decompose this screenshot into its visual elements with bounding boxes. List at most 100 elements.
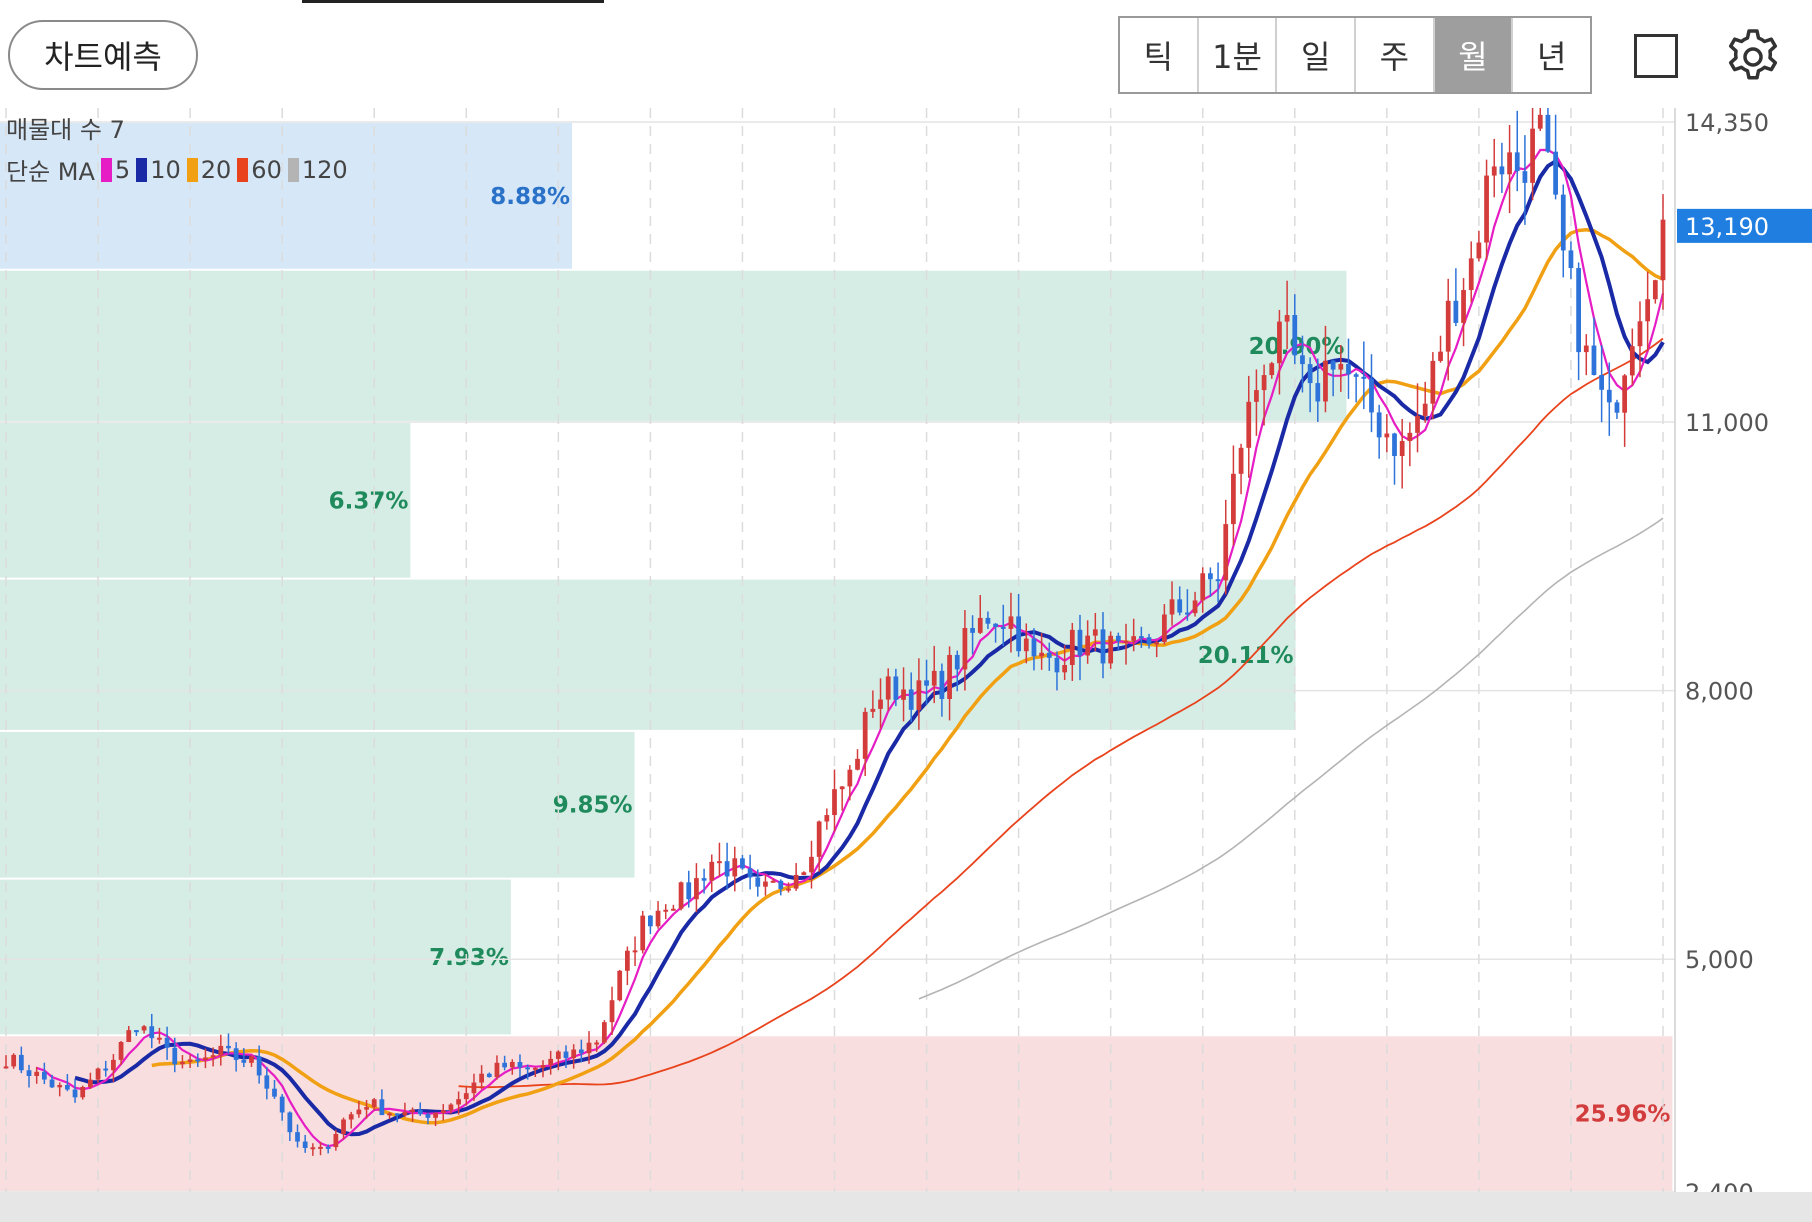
candle-body-125: [962, 627, 968, 670]
x-axis-bar: [0, 1192, 1812, 1222]
candle-body-97: [747, 868, 753, 878]
square-icon[interactable]: [1634, 34, 1678, 78]
price-profile-band-4: [0, 731, 635, 878]
y-tick-label-0: 14,350: [1685, 109, 1769, 137]
candle-body-131: [1008, 616, 1014, 629]
candle-body-38: [295, 1132, 300, 1142]
candle-body-179: [1376, 412, 1382, 438]
candle-body-10: [80, 1087, 86, 1098]
candle-body-160: [1231, 473, 1236, 525]
candle-body-139: [1069, 629, 1075, 666]
candle-body-96: [740, 858, 745, 869]
candle-body-69: [532, 1067, 538, 1070]
candle-body-196: [1507, 152, 1512, 175]
candle-body-201: [1545, 114, 1551, 152]
candle-body-173: [1330, 360, 1336, 370]
candle-body-72: [555, 1051, 561, 1059]
price-profile-label-0: 8.88%: [490, 184, 570, 210]
candle-body-162: [1246, 401, 1252, 448]
candle-body-23: [180, 1061, 185, 1065]
price-chart[interactable]: 8.88%20.90%6.37%20.11%9.85%7.93%25.96%14…: [0, 108, 1812, 1192]
candle-body-147: [1131, 636, 1137, 641]
candle-body-41: [318, 1146, 323, 1149]
candle-body-169: [1300, 355, 1305, 365]
candle-body-155: [1192, 600, 1198, 614]
candle-body-15: [118, 1041, 124, 1060]
price-profile-label-2: 6.37%: [329, 488, 409, 514]
candle-body-167: [1284, 315, 1290, 322]
price-profile-band-2: [0, 422, 411, 578]
candle-body-118: [908, 689, 914, 710]
candle-body-76: [586, 1042, 592, 1054]
ma-line-10: [74, 158, 1665, 1137]
candle-body-45: [348, 1114, 354, 1120]
candle-body-137: [1054, 657, 1060, 673]
candle-body-170: [1307, 364, 1313, 384]
candle-body-18: [141, 1026, 147, 1031]
chart-predict-button[interactable]: 차트예측: [8, 20, 198, 90]
candle-body-186: [1430, 360, 1436, 404]
period-tab-0[interactable]: 틱: [1120, 18, 1199, 92]
candle-body-5: [41, 1071, 47, 1080]
candle-body-163: [1254, 390, 1259, 402]
candle-body-215: [1652, 280, 1658, 300]
candle-body-37: [287, 1112, 293, 1133]
candle-body-51: [394, 1113, 400, 1116]
y-tick-label-1: 11,000: [1685, 409, 1769, 437]
candle-body-80: [617, 970, 623, 1001]
period-tab-5[interactable]: 년: [1536, 38, 1567, 76]
candle-body-151: [1161, 614, 1167, 643]
candle-body-19: [149, 1026, 155, 1039]
candle-body-136: [1046, 652, 1052, 658]
period-tab-2[interactable]: 일: [1277, 18, 1357, 92]
candle-body-29: [226, 1045, 231, 1049]
candle-body-8: [64, 1085, 70, 1090]
candle-body-113: [870, 708, 876, 712]
candle-body-150: [1154, 642, 1160, 645]
candle-body-105: [809, 856, 814, 873]
candle-body-11: [88, 1079, 93, 1088]
candle-body-181: [1392, 433, 1397, 457]
candles: [3, 108, 1666, 1156]
candle-body-166: [1277, 321, 1282, 364]
candle-body-34: [264, 1075, 270, 1089]
price-profile-label-3: 20.11%: [1198, 643, 1294, 669]
candle-body-106: [816, 821, 822, 857]
candle-body-126: [970, 627, 975, 633]
candle-body-145: [1115, 635, 1121, 642]
candle-body-94: [724, 861, 730, 877]
candle-body-63: [486, 1073, 492, 1078]
candle-body-98: [755, 877, 761, 887]
price-profile-band-0: [0, 123, 573, 269]
price-profile-band-5: [0, 879, 511, 1035]
candle-body-115: [885, 676, 891, 700]
candle-body-70: [540, 1065, 546, 1068]
candle-body-53: [410, 1109, 415, 1112]
candle-body-156: [1200, 573, 1206, 601]
gear-icon[interactable]: [1724, 28, 1782, 86]
candle-body-184: [1415, 415, 1420, 433]
candle-body-75: [578, 1049, 584, 1054]
candle-body-128: [985, 617, 991, 624]
candle-body-95: [732, 858, 738, 877]
candle-body-103: [793, 874, 799, 889]
period-tab-3[interactable]: 주: [1356, 18, 1435, 92]
candle-body-50: [387, 1113, 392, 1116]
candle-body-132: [1016, 616, 1021, 652]
y-tick-label-2: 8,000: [1685, 678, 1754, 706]
candle-body-104: [801, 872, 807, 875]
candle-body-190: [1461, 290, 1466, 323]
candle-body-111: [855, 758, 860, 770]
candle-body-16: [126, 1030, 132, 1042]
period-tab-1[interactable]: 1분: [1199, 18, 1278, 92]
candle-body-120: [924, 680, 929, 686]
price-profile-label-5: 7.93%: [429, 945, 509, 971]
period-tab-4[interactable]: 월: [1434, 18, 1514, 92]
candle-body-99: [763, 881, 768, 887]
volume-profile-legend: 매물대 수 7: [6, 116, 125, 144]
candle-body-85: [655, 910, 661, 927]
candle-body-121: [931, 670, 937, 686]
ma-label-10: 10: [150, 155, 181, 184]
candle-body-129: [993, 623, 998, 627]
candle-body-28: [218, 1045, 224, 1056]
